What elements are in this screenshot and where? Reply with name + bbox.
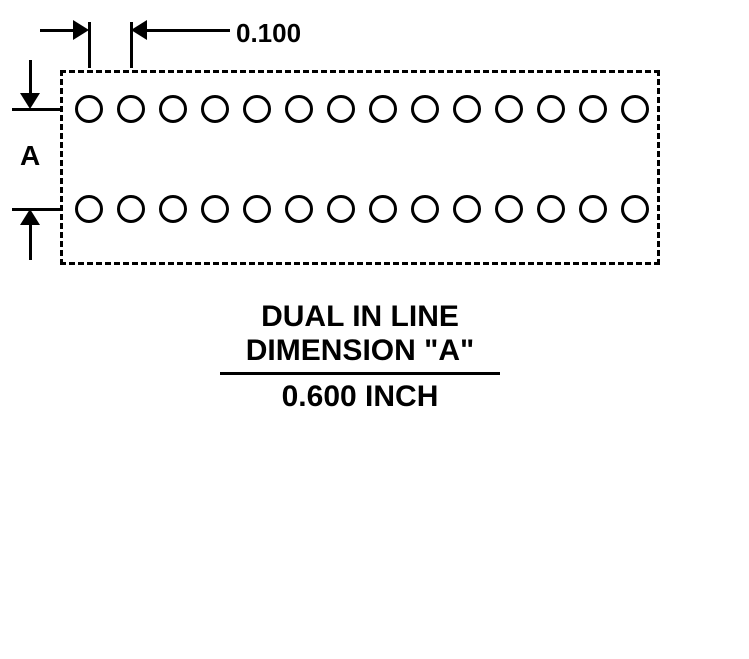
pin <box>327 195 355 223</box>
caption-line-2: DIMENSION "A" <box>160 334 560 368</box>
dim-line <box>29 223 32 260</box>
package-outline <box>60 70 660 265</box>
pin <box>411 195 439 223</box>
row-spacing-label: A <box>20 140 40 172</box>
pin <box>243 95 271 123</box>
pin <box>75 95 103 123</box>
pin <box>201 95 229 123</box>
pin <box>453 95 481 123</box>
pin <box>327 95 355 123</box>
pin <box>159 195 187 223</box>
pin <box>201 195 229 223</box>
pin <box>453 195 481 223</box>
pin <box>621 95 649 123</box>
pin <box>117 95 145 123</box>
dim-line <box>40 29 75 32</box>
pin <box>621 195 649 223</box>
arrow-head-icon <box>20 209 40 225</box>
caption-value: 0.600 INCH <box>160 380 560 414</box>
pin <box>537 195 565 223</box>
arrow-head-icon <box>20 93 40 109</box>
pin <box>537 95 565 123</box>
pin <box>495 95 523 123</box>
caption-underline <box>220 372 500 375</box>
pin <box>285 195 313 223</box>
diagram-canvas: 0.100 A DUAL IN LINE DIMENSION "A" 0.600… <box>0 0 749 659</box>
pin <box>579 95 607 123</box>
pin <box>75 195 103 223</box>
pin <box>495 195 523 223</box>
dim-line <box>145 29 230 32</box>
pin <box>369 195 397 223</box>
arrow-head-icon <box>73 20 89 40</box>
pin <box>285 95 313 123</box>
pin <box>243 195 271 223</box>
pitch-value-label: 0.100 <box>236 18 301 49</box>
arrow-head-icon <box>131 20 147 40</box>
pin <box>159 95 187 123</box>
pin <box>117 195 145 223</box>
caption-line-1: DUAL IN LINE <box>160 300 560 334</box>
pin <box>369 95 397 123</box>
pin <box>579 195 607 223</box>
dim-line <box>29 60 32 95</box>
pin <box>411 95 439 123</box>
